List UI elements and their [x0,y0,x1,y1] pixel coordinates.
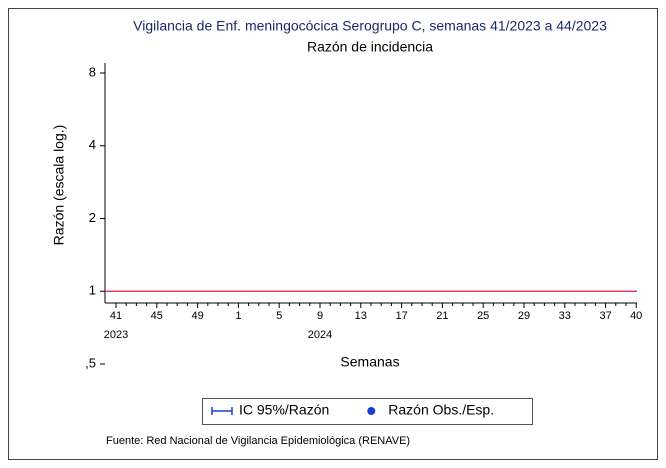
x-tick-label: 25 [477,310,489,322]
x-tick-label: 1 [235,310,241,322]
y-axis-label: Razón (escala log.) [51,125,67,246]
x-tick-label: 45 [151,310,163,322]
legend-marker [367,407,376,415]
x-tick-label: 5 [276,310,282,322]
x-tick-label: 29 [518,310,530,322]
y-tick-label: 1 [89,283,96,298]
legend-label: Razón Obs./Esp. [388,402,494,418]
y-tick-label: ,5 [85,355,96,370]
x-axis-label: Semanas [340,354,399,370]
x-tick-label: 17 [395,310,407,322]
x-tick-label: 13 [355,310,367,322]
x-tick-label: 37 [599,310,611,322]
y-tick-label: 8 [89,64,96,79]
chart-subtitle: Razón de incidencia [307,39,433,55]
x-tick-label: 9 [317,310,323,322]
x-tick-label: 49 [191,310,203,322]
source-note: Fuente: Red Nacional de Vigilancia Epide… [106,435,410,447]
frame [8,8,658,460]
y-tick-label: 4 [89,137,96,152]
x-tick-label: 41 [110,310,122,322]
x-tick-label: 33 [559,310,571,322]
chart-title: Vigilancia de Enf. meningocócica Serogru… [133,18,607,34]
x-tick-label: 21 [436,310,448,322]
x-group-label: 2024 [308,329,332,341]
x-tick-label: 40 [630,310,642,322]
legend-label: IC 95%/Razón [239,402,329,418]
x-group-label: 2023 [104,329,128,341]
y-tick-label: 2 [89,210,96,225]
